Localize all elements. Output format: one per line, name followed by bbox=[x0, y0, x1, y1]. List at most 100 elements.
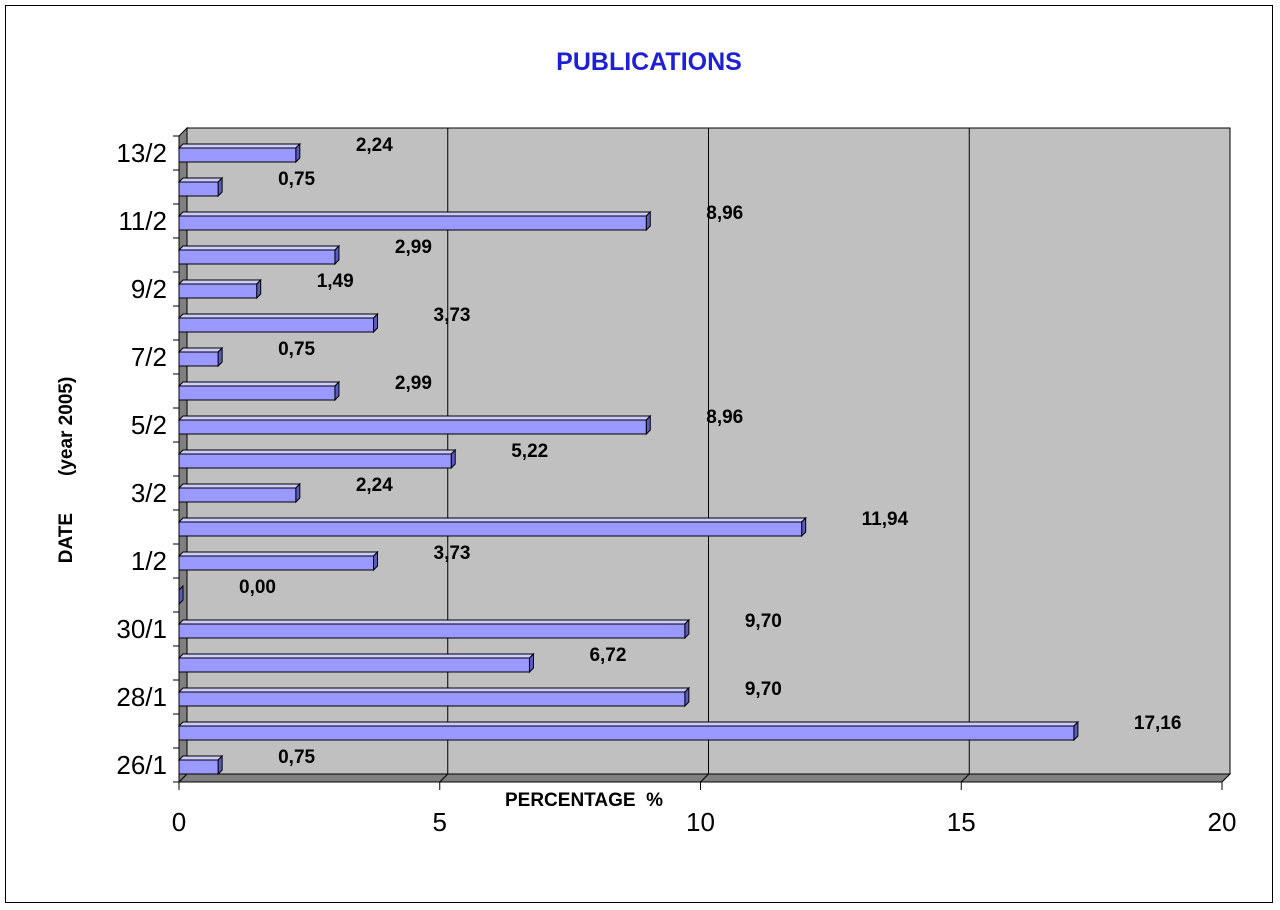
bar-front bbox=[178, 691, 686, 707]
bar-6/2 bbox=[177, 380, 341, 402]
data-label-9/2: 1,49 bbox=[317, 271, 354, 292]
bar-12/2 bbox=[177, 176, 224, 198]
chart-frame: PUBLICATIONS 0,75 17,16 9,70 6,72 9,70 0,00 3,… bbox=[5, 5, 1273, 903]
bar-9/2 bbox=[177, 278, 262, 300]
y-tick-label: 11/2 bbox=[118, 206, 167, 236]
bar-top bbox=[177, 653, 535, 659]
bar-front bbox=[178, 453, 452, 469]
bar-side bbox=[645, 210, 651, 232]
data-label-5/2: 8,96 bbox=[706, 407, 743, 428]
bar-top bbox=[177, 517, 807, 523]
y-tick-label: 30/1 bbox=[116, 614, 167, 644]
chart-title: PUBLICATIONS bbox=[556, 48, 742, 76]
bar-top bbox=[177, 755, 224, 761]
data-label-7/2: 0,75 bbox=[278, 339, 315, 360]
x-axis-ticks: 0 5 10 15 20 bbox=[172, 781, 1237, 837]
data-label-13/2: 2,24 bbox=[356, 135, 393, 156]
bar-top bbox=[177, 313, 379, 319]
bar-front bbox=[178, 351, 219, 367]
data-label-31/1: 0,00 bbox=[239, 577, 276, 598]
bar-side bbox=[645, 414, 651, 436]
bar-8/2 bbox=[177, 312, 379, 334]
bar-front bbox=[178, 317, 375, 333]
bar-top bbox=[177, 483, 302, 489]
data-label-6/2: 2,99 bbox=[395, 373, 432, 394]
bar-side bbox=[217, 754, 223, 776]
bar-top bbox=[177, 347, 224, 353]
bar-front bbox=[178, 623, 686, 639]
bar-top bbox=[177, 687, 691, 693]
bar-side bbox=[217, 346, 223, 368]
bar-side bbox=[528, 652, 534, 674]
data-label-4/2: 5,22 bbox=[511, 441, 548, 462]
data-label-2/2: 11,94 bbox=[862, 509, 909, 530]
data-label-8/2: 3,73 bbox=[434, 305, 471, 326]
bar-top bbox=[177, 211, 652, 217]
bar-top bbox=[177, 619, 691, 625]
bar-chart: PUBLICATIONS 0,75 17,16 9,70 6,72 9,70 0,00 3,… bbox=[56, 48, 1237, 837]
bar-top bbox=[177, 551, 379, 557]
bar-top bbox=[177, 381, 341, 387]
x-axis-label: PERCENTAGE % bbox=[505, 790, 663, 811]
bar-29/1 bbox=[177, 652, 535, 674]
bar-side bbox=[684, 618, 690, 640]
data-label-30/1: 9,70 bbox=[745, 611, 782, 632]
bar-26/1 bbox=[177, 754, 224, 776]
bar-4/2 bbox=[177, 448, 457, 470]
y-tick-label: 9/2 bbox=[131, 274, 167, 304]
bar-top bbox=[177, 415, 652, 421]
data-label-1/2: 3,73 bbox=[434, 543, 471, 564]
y-axis-ticks: 26/1 28/1 30/1 1/2 3/2 5/2 7/2 9/2 11/2 13/2 bbox=[116, 135, 180, 783]
gridline-floor bbox=[439, 773, 449, 783]
bar-front bbox=[178, 215, 647, 231]
data-label-29/1: 6,72 bbox=[589, 645, 626, 666]
bar-side bbox=[334, 244, 340, 266]
data-labels: 0,75 17,16 9,70 6,72 9,70 0,00 3,73 11,94 2,24 5,… bbox=[239, 135, 1181, 768]
bar-27/1 bbox=[177, 720, 1080, 742]
bar-front bbox=[178, 725, 1075, 741]
bar-top bbox=[177, 143, 302, 149]
data-label-12/2: 0,75 bbox=[278, 169, 315, 190]
y-tick-label: 5/2 bbox=[131, 410, 167, 440]
bar-side bbox=[295, 482, 301, 504]
bar-3/2 bbox=[177, 482, 302, 504]
bar-top bbox=[177, 177, 224, 183]
bar-side bbox=[295, 142, 301, 164]
bar-front bbox=[178, 181, 219, 197]
data-label-3/2: 2,24 bbox=[356, 475, 393, 496]
data-label-27/1: 17,16 bbox=[1134, 713, 1182, 734]
y-tick-label: 13/2 bbox=[116, 138, 167, 168]
bar-side bbox=[1073, 720, 1079, 742]
data-label-11/2: 8,96 bbox=[706, 203, 743, 224]
x-tick-label: 20 bbox=[1208, 807, 1237, 837]
bar-2/2 bbox=[177, 516, 807, 538]
bar-side bbox=[373, 312, 379, 334]
bar-1/2 bbox=[177, 550, 379, 572]
gridline-floor bbox=[700, 773, 709, 783]
y-tick-label: 26/1 bbox=[116, 750, 167, 780]
data-label-26/1: 0,75 bbox=[278, 747, 315, 768]
data-label-28/1: 9,70 bbox=[745, 679, 782, 700]
bar-top bbox=[177, 449, 457, 455]
bar-front bbox=[178, 759, 219, 775]
bar-front bbox=[178, 487, 297, 503]
bar-5/2 bbox=[177, 414, 652, 436]
x-tick-label: 10 bbox=[686, 807, 715, 837]
bar-side bbox=[334, 380, 340, 402]
y-axis-label: DATE (year 2005) bbox=[56, 377, 77, 564]
bar-30/1 bbox=[177, 618, 691, 640]
gridline-floor bbox=[960, 773, 970, 783]
bar-front bbox=[178, 419, 647, 435]
bar-top bbox=[177, 245, 341, 251]
bar-28/1 bbox=[177, 686, 691, 708]
bar-side bbox=[801, 516, 807, 538]
bar-side bbox=[217, 176, 223, 198]
y-tick-label: 3/2 bbox=[131, 478, 167, 508]
bar-side bbox=[450, 448, 456, 470]
x-tick-label: 5 bbox=[433, 807, 447, 837]
bar-top bbox=[177, 721, 1080, 727]
bar-11/2 bbox=[177, 210, 652, 232]
bar-front bbox=[178, 555, 375, 571]
bar-front bbox=[178, 385, 336, 401]
bar-front bbox=[178, 249, 336, 265]
